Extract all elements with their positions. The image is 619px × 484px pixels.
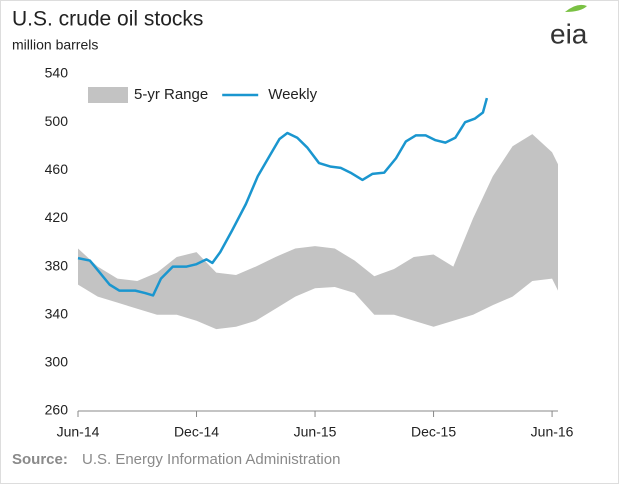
source-label: Source: <box>12 451 68 468</box>
y-tick-label: 540 <box>45 65 69 81</box>
chart-subtitle: million barrels <box>12 37 98 53</box>
y-tick-label: 500 <box>45 113 69 129</box>
logo: eia <box>550 18 588 49</box>
y-tick-label: 420 <box>45 209 69 225</box>
x-tick-label: Jun-14 <box>57 424 100 440</box>
y-tick-label: 380 <box>45 257 69 273</box>
range-band <box>78 134 558 330</box>
y-tick-label: 300 <box>45 354 69 370</box>
x-tick-label: Dec-14 <box>174 424 219 440</box>
source-text: U.S. Energy Information Administration <box>82 451 340 468</box>
x-tick-label: Jun-15 <box>294 424 337 440</box>
logo-leaf <box>565 4 587 12</box>
y-tick-label: 460 <box>45 161 69 177</box>
x-tick-label: Jun-16 <box>531 424 574 440</box>
y-tick-label: 340 <box>45 305 69 321</box>
weekly-line <box>77 97 489 297</box>
x-tick-label: Dec-15 <box>411 424 456 440</box>
y-tick-label: 260 <box>45 402 69 418</box>
chart-title: U.S. crude oil stocks <box>12 8 203 31</box>
legend-swatch <box>88 87 128 103</box>
legend-label: 5-yr Range <box>134 86 208 103</box>
legend-label: Weekly <box>268 86 317 103</box>
